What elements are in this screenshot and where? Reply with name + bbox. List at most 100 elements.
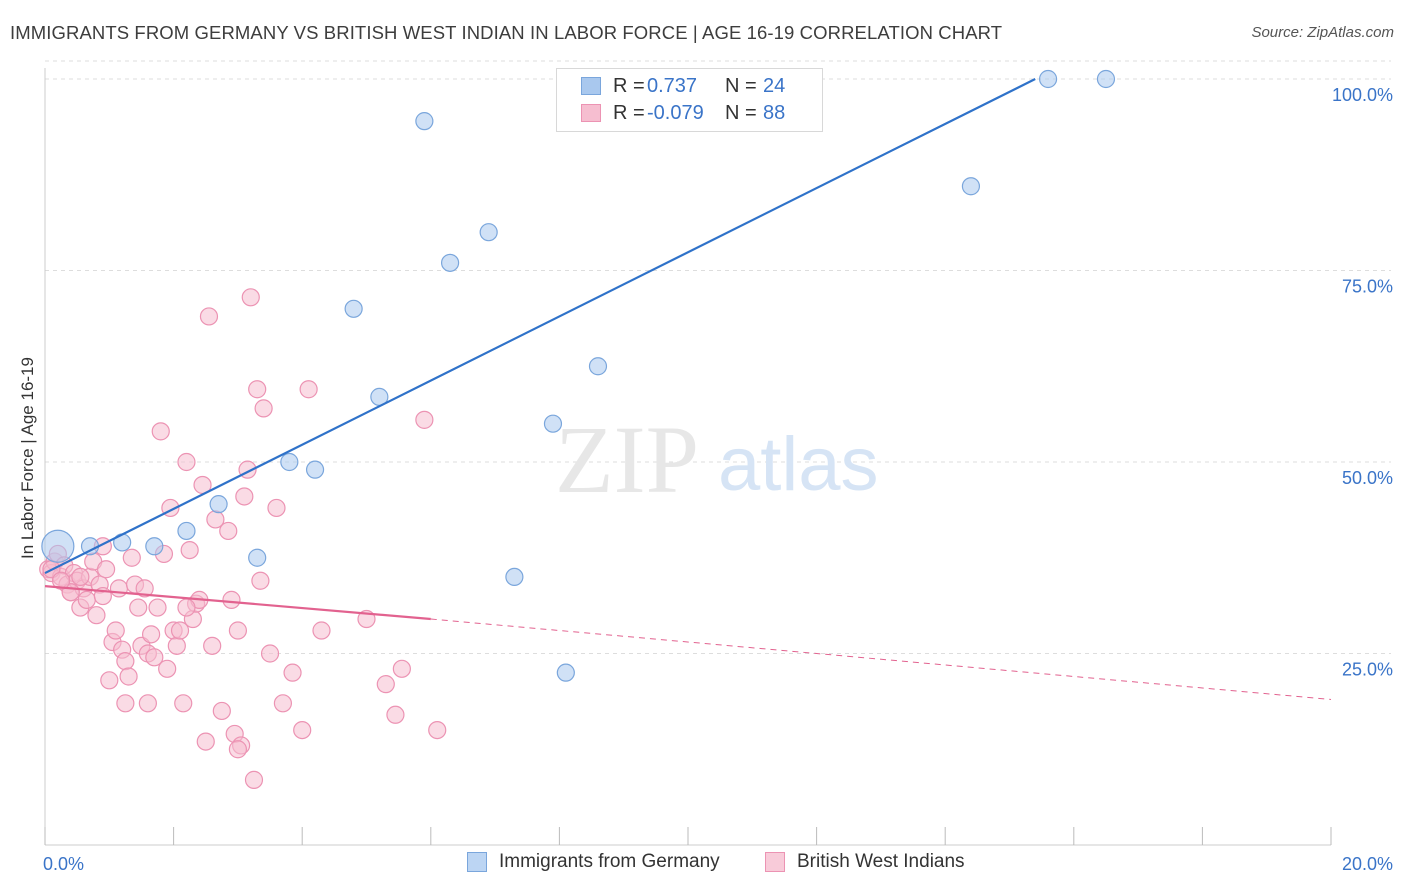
germany-point	[1038, 69, 1058, 89]
bwi-point	[415, 410, 434, 429]
bwi-point	[167, 636, 186, 655]
bwi-point	[100, 671, 119, 690]
bwi-point	[267, 498, 286, 518]
bwi-point	[228, 621, 247, 640]
legend-swatch-blue	[581, 77, 601, 95]
germany-point	[556, 663, 575, 682]
bwi-point	[174, 694, 193, 713]
germany-point	[41, 529, 75, 563]
bwi-point	[106, 621, 125, 640]
bwi-point	[177, 452, 196, 472]
bwi-point	[203, 636, 222, 655]
germany-point	[415, 112, 434, 131]
bwi-point	[116, 652, 135, 671]
series-legend: Immigrants from Germany British West Ind…	[0, 851, 1406, 877]
bwi-point	[293, 720, 312, 740]
bwi-point	[386, 705, 405, 724]
legend-row-germany: R = 0.737 N = 24	[581, 74, 785, 98]
legend-label-germany: Immigrants from Germany	[499, 851, 720, 872]
bwi-point	[119, 667, 138, 686]
bwi-point	[141, 625, 161, 644]
x-tick-label: 20.0%	[1342, 854, 1393, 874]
bwi-point	[87, 606, 106, 625]
bwi-point	[228, 740, 247, 759]
bwi-point	[109, 579, 129, 598]
bwi-point	[219, 521, 238, 541]
germany-point	[505, 567, 524, 587]
tick-labels: 25.0% 50.0% 75.0% 100.0% 0.0% 20.0%	[43, 85, 1393, 874]
bwi-point	[158, 659, 177, 678]
axes	[44, 68, 1332, 846]
british-west-indians-points	[39, 288, 447, 789]
germany-point	[248, 548, 267, 567]
bwi-point	[212, 701, 231, 721]
legend-item-germany[interactable]: Immigrants from Germany	[467, 851, 720, 873]
germany-point	[344, 299, 363, 318]
chart-title: IMMIGRANTS FROM GERMANY VS BRITISH WEST …	[10, 22, 1003, 43]
bwi-point	[241, 288, 260, 307]
legend-swatch-pink	[581, 104, 601, 122]
bwi-point	[151, 422, 170, 441]
watermark-atlas: atlas	[718, 422, 879, 507]
legend-r-value: 0.737	[647, 74, 698, 97]
bwi-point	[148, 598, 167, 617]
bwi-point	[235, 487, 254, 506]
germany-trend-line	[44, 78, 1036, 575]
bwi-point	[180, 540, 199, 560]
stats-legend: R = 0.737 N = 24 R = -0.079 N = 88	[556, 68, 823, 132]
germany-point	[440, 253, 460, 272]
y-tick-label: 100.0%	[1332, 85, 1393, 105]
bwi-point	[71, 567, 90, 587]
germany-point	[1096, 69, 1116, 89]
germany-point	[961, 177, 981, 196]
legend-row-bwi: R = -0.079 N = 88	[581, 101, 785, 125]
legend-r-value: -0.079	[647, 101, 704, 124]
legend-r-label: R =	[613, 101, 645, 124]
bwi-point	[376, 675, 395, 694]
bwi-point	[122, 548, 141, 567]
bwi-point	[199, 307, 219, 326]
legend-swatch-pink	[765, 852, 785, 872]
bwi-point	[312, 621, 331, 640]
y-tick-label: 50.0%	[1342, 468, 1393, 488]
germany-point	[305, 460, 325, 479]
watermark: ZIP atlas	[555, 406, 879, 513]
legend-r-label: R =	[613, 74, 645, 97]
bwi-point	[260, 644, 280, 663]
bwi-point	[222, 590, 241, 609]
trend-lines	[44, 78, 1332, 700]
germany-point	[209, 495, 228, 514]
bwi-point	[145, 648, 164, 667]
bwi-point	[273, 694, 293, 713]
y-tick-label: 75.0%	[1342, 277, 1393, 297]
bwi-trend-extension	[430, 618, 1332, 700]
germany-point	[543, 414, 563, 433]
x-tick-label: 0.0%	[43, 854, 84, 874]
bwi-point	[248, 380, 267, 399]
bwi-point	[177, 598, 196, 617]
bwi-point	[51, 571, 71, 590]
legend-n-label: N =	[725, 101, 757, 124]
germany-point	[145, 537, 164, 556]
germany-point	[80, 537, 100, 556]
bwi-point	[138, 694, 157, 713]
germany-points	[41, 69, 1116, 682]
bwi-point	[129, 598, 148, 617]
legend-label-bwi: British West Indians	[797, 851, 965, 872]
bwi-point	[428, 720, 447, 740]
germany-point	[588, 357, 608, 376]
gridlines	[45, 60, 1391, 654]
bwi-point	[299, 380, 318, 399]
legend-n-value: 88	[763, 101, 786, 124]
legend-swatch-blue	[467, 852, 487, 872]
bwi-point	[77, 590, 96, 609]
germany-point	[177, 521, 196, 541]
legend-item-bwi[interactable]: British West Indians	[765, 851, 965, 873]
bwi-point	[244, 770, 264, 789]
germany-point	[280, 452, 299, 472]
bwi-point	[251, 571, 270, 590]
watermark-zip: ZIP	[555, 406, 699, 513]
legend-n-value: 24	[763, 74, 786, 97]
bwi-point	[254, 399, 273, 418]
